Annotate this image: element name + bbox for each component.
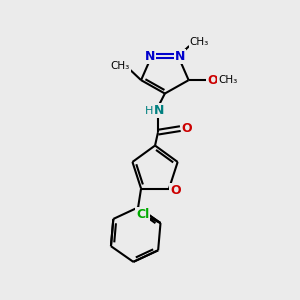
Text: N: N — [175, 50, 185, 63]
Text: O: O — [182, 122, 192, 135]
Text: O: O — [207, 74, 218, 87]
Text: Cl: Cl — [136, 208, 149, 221]
Text: H: H — [145, 106, 153, 116]
Text: CH₃: CH₃ — [111, 61, 130, 71]
Text: N: N — [154, 104, 164, 117]
Text: N: N — [145, 50, 155, 63]
Text: CH₃: CH₃ — [218, 75, 238, 85]
Text: O: O — [170, 184, 181, 196]
Text: CH₃: CH₃ — [189, 38, 209, 47]
